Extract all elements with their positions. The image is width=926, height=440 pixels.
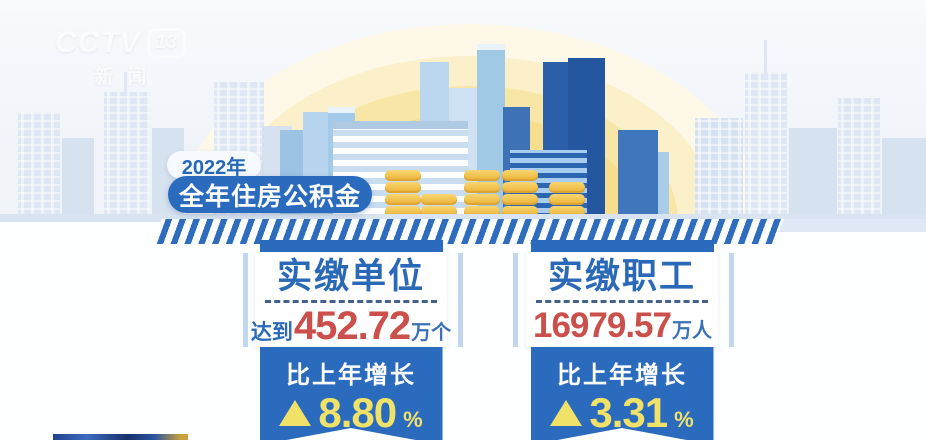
coin-stack <box>385 170 421 217</box>
coin-stack <box>421 194 457 217</box>
background-building <box>104 92 150 218</box>
year-label: 2022年 <box>181 156 247 179</box>
lower-background <box>0 222 926 440</box>
coin <box>502 170 538 181</box>
background-building <box>18 112 60 218</box>
panel-side-bar <box>729 253 734 347</box>
year-badge: 2022年 <box>167 151 261 179</box>
growth-ribbon: 比上年增长 3.31 % <box>531 347 714 440</box>
panel-body: 实缴职工 16979.57 万人 <box>526 252 718 347</box>
cctv-brand: CCTV <box>55 26 141 59</box>
panel-side-bar <box>513 253 518 347</box>
background-building <box>745 72 787 218</box>
background-building <box>62 138 94 218</box>
value-row: 达到 452.72 万个 <box>251 304 451 354</box>
background-building <box>838 98 880 218</box>
growth-row: 8.80 % <box>260 391 443 435</box>
dashed-divider <box>536 300 708 303</box>
growth-ribbon: 比上年增长 8.80 % <box>260 347 443 440</box>
background-building <box>789 128 837 218</box>
title-label: 全年住房公积金 <box>178 182 361 211</box>
growth-label: 比上年增长 <box>557 362 687 389</box>
stat-panel-units: 实缴单位 达到 452.72 万个 比上年增长 8.80 % <box>251 240 451 440</box>
dashed-divider <box>265 300 437 303</box>
coin <box>385 194 421 205</box>
coin <box>421 206 457 217</box>
cctv-watermark: CCTV 13 新闻 <box>55 26 186 89</box>
panel-side-bar <box>458 253 463 347</box>
coin <box>464 170 500 181</box>
up-triangle-icon <box>550 400 582 426</box>
cctv-channel-number: 13 <box>146 28 186 58</box>
value-prefix: 达到 <box>250 321 293 344</box>
panel-title: 实缴职工 <box>547 257 696 296</box>
panel-header-strip <box>259 240 443 253</box>
growth-label: 比上年增长 <box>286 362 416 389</box>
background-building <box>882 138 926 218</box>
growth-row: 3.31 % <box>531 391 714 435</box>
cctv-logo-row: CCTV 13 <box>55 26 186 60</box>
value-row: 16979.57 万人 <box>526 305 718 352</box>
coin-stack <box>464 170 500 217</box>
cctv-subtitle: 新闻 <box>94 67 161 88</box>
coin <box>464 206 500 217</box>
coin <box>464 182 500 193</box>
value-unit: 万人 <box>671 320 712 342</box>
panel-title: 实缴单位 <box>276 257 425 296</box>
coin <box>549 194 585 205</box>
building <box>618 130 658 218</box>
divider-tail <box>779 219 926 232</box>
growth-number: 3.31 <box>589 389 668 436</box>
up-triangle-icon <box>279 400 311 426</box>
background-building-antenna <box>124 72 127 94</box>
stat-panel-employees: 实缴职工 16979.57 万人 比上年增长 3.31 % <box>526 240 718 440</box>
panel-header-strip <box>530 240 714 253</box>
coin <box>502 206 538 217</box>
value-number: 16979.57 <box>533 306 672 345</box>
building <box>658 152 669 218</box>
coin <box>464 194 500 205</box>
coin <box>502 194 538 205</box>
coin-stack <box>502 170 538 217</box>
growth-unit: % <box>403 407 423 432</box>
value-unit: 万个 <box>411 322 452 344</box>
coin <box>385 182 421 193</box>
background-building-antenna <box>764 40 767 74</box>
coin <box>549 206 585 217</box>
panel-body: 实缴单位 达到 452.72 万个 <box>251 252 451 347</box>
coin-stack <box>549 182 585 217</box>
coin <box>421 194 457 205</box>
photo-strip-edge <box>53 434 188 440</box>
background-building <box>695 118 743 218</box>
coin <box>385 170 421 181</box>
coin <box>502 182 538 193</box>
coin <box>385 206 421 217</box>
title-badge: 全年住房公积金 <box>168 176 372 213</box>
panel-side-bar <box>243 253 248 347</box>
growth-number: 8.80 <box>318 389 397 436</box>
growth-unit: % <box>674 407 694 432</box>
ground-line <box>0 214 926 222</box>
value-number: 452.72 <box>293 304 411 348</box>
hatched-divider-bar <box>152 219 784 244</box>
coin <box>549 182 585 193</box>
